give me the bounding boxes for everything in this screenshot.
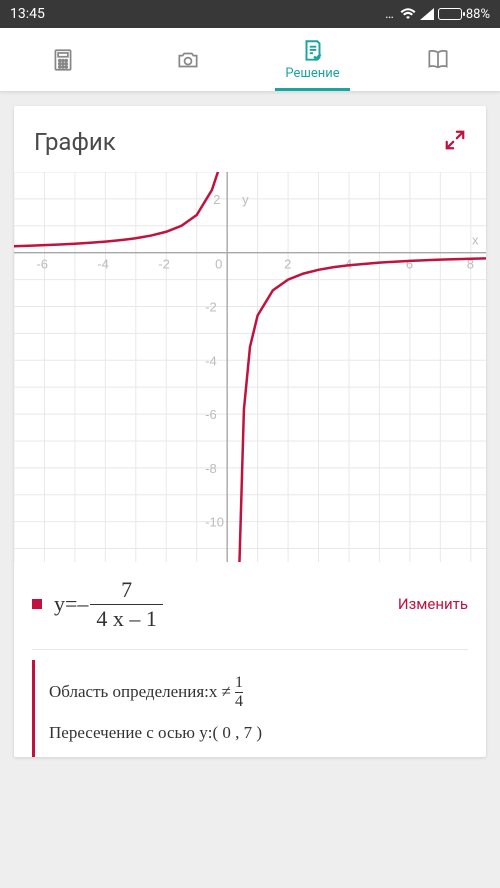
battery-percent: 88% bbox=[466, 7, 490, 22]
status-dots-icon: … bbox=[385, 7, 396, 22]
card-title: График bbox=[34, 128, 116, 156]
graph-card: График yx-6-4-2024682-2-4-6-8-10 y = – 7… bbox=[14, 106, 486, 757]
battery-icon bbox=[438, 8, 462, 20]
svg-text:x: x bbox=[472, 233, 479, 248]
svg-text:-8: -8 bbox=[205, 461, 217, 476]
svg-text:-2: -2 bbox=[205, 299, 217, 314]
series-color-marker bbox=[32, 599, 42, 609]
status-bar: 13:45 … 88% bbox=[0, 0, 500, 28]
info-block: Область определения: x ≠ 1 4 Пересечение… bbox=[32, 660, 468, 758]
eq-fraction: 7 4 x – 1 bbox=[90, 576, 163, 633]
wifi-icon bbox=[400, 8, 416, 20]
svg-text:-6: -6 bbox=[205, 407, 217, 422]
tab-bar: Решение bbox=[0, 28, 500, 92]
eq-eq: = bbox=[65, 591, 77, 617]
tab-calculator[interactable] bbox=[0, 28, 125, 91]
eq-numerator: 7 bbox=[115, 576, 138, 604]
signal-icon bbox=[420, 8, 434, 20]
domain-label: Область определения: bbox=[49, 682, 209, 702]
svg-text:-4: -4 bbox=[97, 257, 109, 272]
intercept-value: ( 0 , 7 ) bbox=[212, 723, 262, 743]
svg-text:2: 2 bbox=[284, 257, 291, 272]
equation: y = – 7 4 x – 1 bbox=[54, 576, 165, 633]
status-time: 13:45 bbox=[10, 6, 385, 22]
camera-icon bbox=[175, 47, 201, 73]
svg-text:-4: -4 bbox=[205, 353, 217, 368]
book-icon bbox=[425, 47, 451, 73]
svg-text:0: 0 bbox=[215, 257, 222, 272]
calculator-icon bbox=[50, 47, 76, 73]
intercept-label: Пересечение с осью y: bbox=[49, 723, 212, 743]
svg-text:-6: -6 bbox=[36, 257, 48, 272]
tab-book[interactable] bbox=[375, 28, 500, 91]
svg-text:2: 2 bbox=[213, 192, 220, 207]
intercept-line: Пересечение с осью y: ( 0 , 7 ) bbox=[49, 717, 468, 749]
divider bbox=[32, 649, 468, 650]
card-header: График bbox=[14, 106, 486, 172]
eq-sign: – bbox=[77, 591, 88, 617]
svg-text:-10: -10 bbox=[205, 515, 224, 530]
expand-icon bbox=[444, 129, 466, 151]
domain-frac-den: 4 bbox=[235, 693, 243, 711]
domain-line: Область определения: x ≠ 1 4 bbox=[49, 668, 468, 718]
tab-camera[interactable] bbox=[125, 28, 250, 91]
solution-icon bbox=[300, 38, 326, 64]
domain-fraction: 1 4 bbox=[235, 674, 243, 712]
svg-text:y: y bbox=[242, 192, 249, 207]
svg-text:6: 6 bbox=[406, 257, 413, 272]
chart[interactable]: yx-6-4-2024682-2-4-6-8-10 bbox=[14, 172, 486, 562]
domain-var: x ≠ bbox=[209, 682, 231, 702]
status-right: … 88% bbox=[385, 7, 490, 22]
svg-text:-2: -2 bbox=[158, 257, 170, 272]
equation-row: y = – 7 4 x – 1 Изменить bbox=[14, 562, 486, 643]
domain-frac-num: 1 bbox=[235, 674, 243, 692]
edit-button[interactable]: Изменить bbox=[398, 595, 468, 613]
tab-solution-label: Решение bbox=[285, 66, 339, 81]
eq-denominator: 4 x – 1 bbox=[90, 605, 163, 633]
expand-button[interactable] bbox=[444, 129, 466, 155]
eq-lhs: y bbox=[54, 591, 65, 617]
tab-solution[interactable]: Решение bbox=[250, 28, 375, 91]
